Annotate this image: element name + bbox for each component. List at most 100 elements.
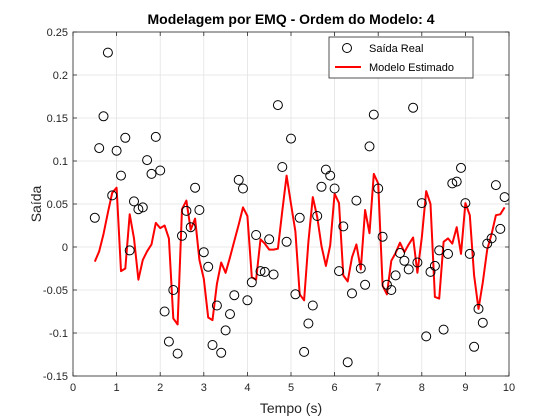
x-tick-labels: 0 1 2 3 4 5 6 7 8 9 10 <box>70 382 515 394</box>
y-tick-label: 0.05 <box>47 199 68 211</box>
data-point-saida-real <box>355 263 366 274</box>
data-point-saida-real <box>395 248 405 258</box>
y-tick-label: 0.15 <box>47 113 68 125</box>
x-tick-label: 10 <box>503 382 515 394</box>
x-tick-label: 2 <box>157 382 163 394</box>
data-point-saida-real <box>203 261 214 272</box>
data-point-saida-real <box>120 132 131 143</box>
data-point-saida-real <box>155 165 166 176</box>
y-tick-label: -0.1 <box>49 328 68 340</box>
data-point-saida-real <box>469 341 480 352</box>
data-point-saida-real <box>116 170 126 181</box>
data-point-saida-real <box>386 285 397 295</box>
data-point-saida-real <box>390 270 401 281</box>
data-point-saida-real <box>403 264 414 275</box>
data-point-saida-real <box>89 212 100 223</box>
data-point-saida-real <box>146 168 157 179</box>
data-point-saida-real <box>159 306 170 317</box>
data-point-saida-real <box>373 183 384 194</box>
data-point-saida-real <box>133 204 144 215</box>
data-point-saida-real <box>464 248 475 259</box>
data-point-saida-real <box>451 176 462 187</box>
data-point-saida-real <box>281 236 292 247</box>
data-point-saida-real <box>443 248 453 259</box>
x-tick-label: 8 <box>419 382 425 394</box>
data-point-saida-real <box>107 190 118 201</box>
data-point-saida-real <box>334 266 344 277</box>
data-point-saida-real <box>325 170 336 181</box>
data-point-saida-real <box>377 231 388 242</box>
data-point-saida-real <box>303 318 314 329</box>
data-point-saida-real <box>460 198 471 209</box>
data-point-saida-real <box>408 102 419 113</box>
y-tick-label: -0.15 <box>43 371 68 383</box>
x-tick-label: 3 <box>201 382 207 394</box>
data-point-saida-real <box>312 211 323 221</box>
data-point-saida-real <box>168 285 179 295</box>
data-point-saida-real <box>129 196 139 207</box>
y-tick-label: -0.05 <box>43 285 68 297</box>
data-point-saida-real <box>94 143 105 154</box>
chart-title: Modelagem por EMQ - Ordem do Modelo: 4 <box>147 11 434 27</box>
data-point-saida-real <box>259 266 270 277</box>
data-point-saida-real <box>207 340 218 350</box>
data-point-saida-real <box>242 295 253 306</box>
y-tick-label: 0 <box>62 242 68 254</box>
data-point-saida-real <box>368 109 379 120</box>
y-tick-labels: -0.15 -0.1 -0.05 0 0.05 0.1 0.15 0.2 0.25 <box>43 27 68 383</box>
data-point-saida-real <box>246 277 257 288</box>
legend-box <box>328 36 474 79</box>
data-point-saida-real <box>473 303 484 314</box>
data-point-saida-real <box>490 180 501 191</box>
data-point-saida-real <box>456 162 466 173</box>
data-point-saida-real <box>150 131 161 142</box>
data-point-saida-real <box>264 234 275 245</box>
series-markers-group <box>89 47 510 368</box>
data-point-saida-real <box>211 300 222 311</box>
data-point-saida-real <box>421 331 432 342</box>
data-point-saida-real <box>447 178 458 189</box>
data-point-saida-real <box>124 245 135 256</box>
data-point-saida-real <box>185 222 196 233</box>
data-point-saida-real <box>238 183 248 194</box>
data-point-saida-real <box>233 174 244 185</box>
data-point-saida-real <box>268 269 279 280</box>
legend: Saída Real Modelo Estimado <box>328 36 474 79</box>
data-point-saida-real <box>137 202 148 213</box>
data-point-saida-real <box>181 205 192 216</box>
data-point-saida-real <box>177 230 187 241</box>
data-point-saida-real <box>316 181 327 192</box>
y-tick-label: 0.25 <box>47 27 68 39</box>
data-point-saida-real <box>194 205 205 215</box>
data-point-saida-real <box>294 212 305 223</box>
data-point-saida-real <box>286 133 296 144</box>
data-point-saida-real <box>342 357 353 368</box>
data-point-saida-real <box>438 324 449 335</box>
data-point-saida-real <box>412 257 423 268</box>
data-point-saida-real <box>429 260 440 271</box>
data-point-saida-real <box>486 233 497 244</box>
data-point-saida-real <box>477 317 488 328</box>
data-point-saida-real <box>220 325 231 336</box>
x-axis-label: Tempo (s) <box>260 400 322 416</box>
x-tick-label: 1 <box>114 382 120 394</box>
data-point-saida-real <box>98 111 109 122</box>
data-point-saida-real <box>434 245 445 256</box>
legend-label-modelo-estimado: Modelo Estimado <box>369 62 454 74</box>
data-point-saida-real <box>299 346 310 357</box>
data-point-saida-real <box>351 195 362 206</box>
data-point-saida-real <box>255 266 266 277</box>
data-point-saida-real <box>416 198 427 209</box>
x-tick-label: 7 <box>375 382 381 394</box>
data-point-saida-real <box>307 300 318 311</box>
x-tick-label: 9 <box>462 382 468 394</box>
data-point-saida-real <box>338 221 349 232</box>
data-point-saida-real <box>102 47 113 58</box>
data-point-saida-real <box>111 145 122 156</box>
legend-label-saida-real: Saída Real <box>369 43 423 55</box>
x-tick-label: 0 <box>70 382 76 394</box>
y-axis-label: Saída <box>28 185 44 222</box>
data-point-saida-real <box>329 183 340 194</box>
legend-marker-saida-real <box>342 43 352 53</box>
